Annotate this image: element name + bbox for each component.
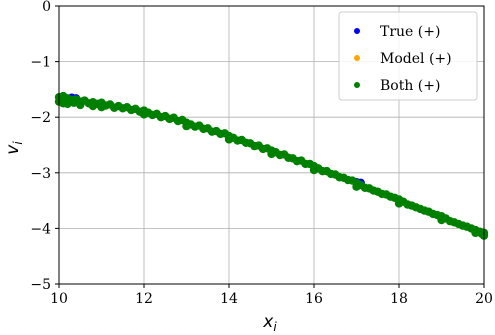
y-axis-label-base: v	[3, 144, 23, 155]
legend-marker	[354, 82, 360, 88]
legend-box	[338, 11, 478, 101]
x-tick-label: 16	[305, 291, 323, 307]
x-tick-label: 10	[50, 291, 68, 307]
y-tick-label: −3	[30, 166, 51, 182]
legend-label: True (+)	[380, 24, 440, 40]
x-tick-label: 14	[220, 291, 238, 307]
x-tick-label: 18	[390, 291, 408, 307]
scatter-points	[54, 91, 489, 240]
y-tick-label: −1	[30, 55, 51, 71]
legend-label: Both (+)	[380, 78, 440, 94]
legend: True (+) Model (+) Both (+)	[338, 11, 478, 101]
x-tick-label: 20	[475, 291, 493, 307]
y-axis-label-sub: i	[11, 141, 25, 145]
y-tick-label: −4	[30, 221, 51, 237]
x-tick-label: 12	[135, 291, 153, 307]
y-axis-ticks: 0 −1 −2 −3 −4 −5	[30, 0, 59, 293]
legend-label: Model (+)	[380, 51, 452, 67]
x-axis-label-sub: i	[273, 320, 277, 334]
x-axis-label-base: x	[262, 312, 274, 332]
plot-frame	[58, 5, 485, 285]
y-tick-label: −5	[30, 277, 51, 293]
legend-marker	[354, 28, 360, 34]
x-axis-label: xi	[262, 312, 277, 334]
y-tick-label: 0	[42, 0, 51, 15]
legend-entries: True (+) Model (+) Both (+)	[354, 24, 452, 94]
legend-marker	[354, 55, 360, 61]
y-axis-label: vi	[3, 141, 25, 155]
x-axis-ticks: 10 12 14 16 18 20	[50, 284, 493, 307]
y-tick-label: −2	[30, 110, 51, 126]
